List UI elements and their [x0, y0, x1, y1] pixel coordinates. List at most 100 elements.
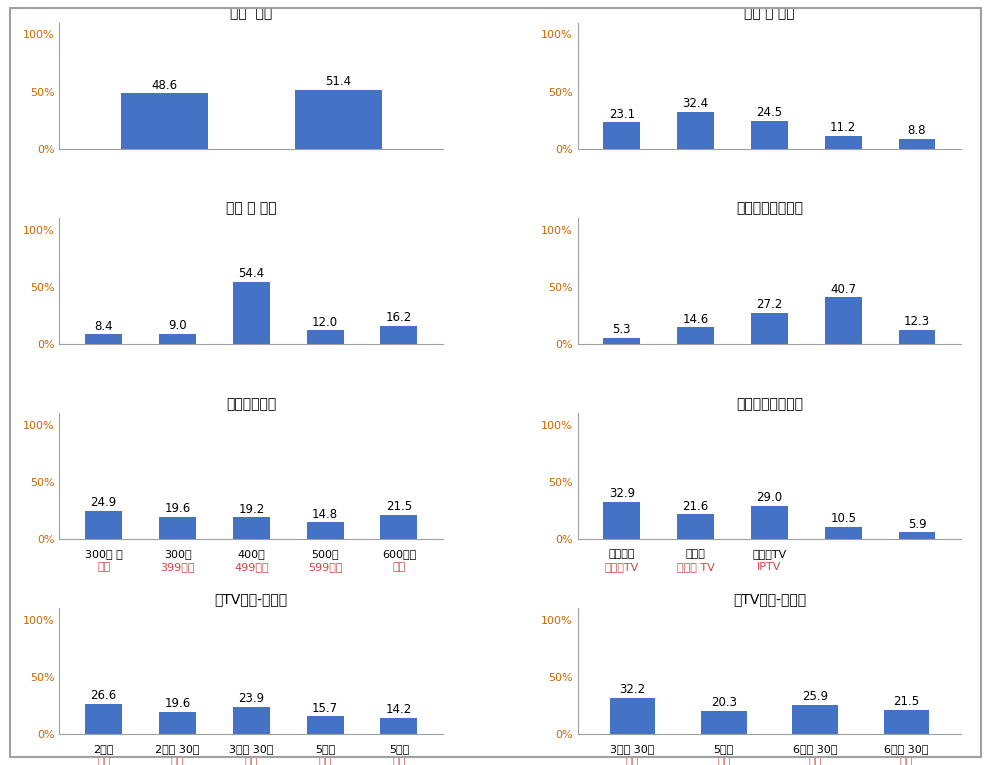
Bar: [160, 517, 196, 539]
Bar: [604, 122, 640, 149]
Bar: [233, 517, 270, 539]
Title: 【성  별】: 【성 별】: [230, 6, 273, 21]
Text: 599만원: 599만원: [308, 562, 342, 572]
Text: 인터넷TV: 인터넷TV: [752, 549, 787, 559]
Bar: [295, 90, 383, 149]
Title: 【주사용서비스】: 【주사용서비스】: [736, 397, 803, 411]
Text: 399만원: 399만원: [161, 562, 195, 572]
Text: 미만: 미만: [170, 757, 184, 765]
Text: 5시간: 5시간: [315, 744, 335, 754]
Text: 아날로그: 아날로그: [608, 549, 635, 559]
Text: 32.9: 32.9: [608, 487, 635, 500]
Bar: [160, 712, 196, 734]
Bar: [604, 338, 640, 344]
Text: 500～: 500～: [311, 549, 339, 559]
Bar: [306, 717, 344, 734]
Text: IPTV: IPTV: [757, 562, 782, 572]
Text: 21.5: 21.5: [893, 695, 920, 708]
Bar: [85, 334, 122, 344]
Bar: [85, 511, 122, 539]
Bar: [884, 710, 930, 734]
Text: 이상: 이상: [900, 757, 913, 765]
Text: 2시간: 2시간: [93, 744, 114, 754]
Text: 5시간: 5시간: [388, 744, 409, 754]
Text: 32.2: 32.2: [619, 683, 645, 696]
Text: 54.4: 54.4: [238, 267, 265, 280]
Bar: [677, 112, 715, 149]
Text: 8.4: 8.4: [94, 320, 113, 333]
Title: 【월소득별】: 【월소득별】: [226, 397, 276, 411]
Text: 15.7: 15.7: [312, 702, 338, 715]
Text: 499만원: 499만원: [234, 562, 269, 572]
Bar: [121, 93, 208, 149]
Bar: [160, 334, 196, 344]
Text: 24.5: 24.5: [756, 106, 783, 119]
Text: 미만: 미만: [809, 757, 822, 765]
Text: 12.0: 12.0: [312, 316, 338, 329]
Text: 10.5: 10.5: [830, 513, 856, 526]
Bar: [306, 522, 344, 539]
Text: 8.8: 8.8: [908, 124, 927, 137]
Bar: [825, 136, 861, 149]
Bar: [381, 325, 417, 344]
Bar: [751, 313, 788, 344]
Text: 이상: 이상: [392, 562, 405, 572]
Text: 디지털: 디지털: [686, 549, 706, 559]
Text: 20.3: 20.3: [711, 696, 736, 709]
Text: 24.9: 24.9: [90, 496, 117, 509]
Text: 40.7: 40.7: [830, 283, 856, 296]
Text: 23.1: 23.1: [608, 108, 635, 121]
Bar: [825, 298, 861, 344]
Text: 29.0: 29.0: [756, 491, 783, 504]
Text: 48.6: 48.6: [151, 79, 177, 92]
Text: 19.2: 19.2: [238, 503, 265, 516]
Text: 19.6: 19.6: [165, 502, 190, 515]
Bar: [306, 330, 344, 344]
Text: 3시간 30분: 3시간 30분: [229, 744, 274, 754]
Text: 케이블 TV: 케이블 TV: [677, 562, 715, 572]
Text: 400～: 400～: [238, 549, 266, 559]
Title: 【TV시청-평일】: 【TV시청-평일】: [215, 592, 288, 606]
Text: 21.6: 21.6: [683, 500, 709, 513]
Bar: [701, 711, 746, 734]
Text: 300～: 300～: [164, 549, 191, 559]
Bar: [381, 718, 417, 734]
Text: 미만: 미만: [717, 757, 730, 765]
Bar: [825, 527, 861, 539]
Text: 미만: 미만: [97, 757, 110, 765]
Text: 2시간 30분: 2시간 30분: [156, 744, 200, 754]
Text: 19.6: 19.6: [165, 697, 190, 710]
Title: 【연 령 별】: 【연 령 별】: [744, 6, 795, 21]
Bar: [604, 502, 640, 539]
Text: 5.9: 5.9: [908, 518, 927, 531]
Bar: [85, 704, 122, 734]
Text: 27.2: 27.2: [756, 298, 783, 311]
Text: 미만: 미만: [318, 757, 332, 765]
Text: 600만원: 600만원: [382, 549, 416, 559]
Text: 미만: 미만: [245, 757, 258, 765]
Text: 이상: 이상: [392, 757, 405, 765]
Text: 32.4: 32.4: [683, 97, 709, 110]
Bar: [677, 515, 715, 539]
Text: 5.3: 5.3: [612, 324, 631, 337]
Text: 미만: 미만: [625, 757, 639, 765]
Bar: [677, 327, 715, 344]
Text: 26.6: 26.6: [90, 689, 117, 702]
Bar: [899, 532, 936, 539]
Bar: [751, 121, 788, 149]
Text: 9.0: 9.0: [168, 319, 187, 332]
Text: 6시간 30분: 6시간 30분: [884, 744, 929, 754]
Text: 케이블TV: 케이블TV: [605, 562, 639, 572]
Text: 11.2: 11.2: [830, 122, 856, 135]
Bar: [792, 705, 838, 734]
Text: 16.2: 16.2: [385, 311, 412, 324]
Text: 이하: 이하: [97, 562, 110, 572]
Text: 12.3: 12.3: [904, 315, 931, 328]
Bar: [751, 506, 788, 539]
Title: 【직 업 별】: 【직 업 별】: [226, 201, 276, 216]
Text: 25.9: 25.9: [802, 690, 828, 703]
Text: 23.9: 23.9: [238, 692, 265, 705]
Text: 14.8: 14.8: [312, 507, 338, 520]
Text: 21.5: 21.5: [385, 500, 412, 513]
Bar: [233, 707, 270, 734]
